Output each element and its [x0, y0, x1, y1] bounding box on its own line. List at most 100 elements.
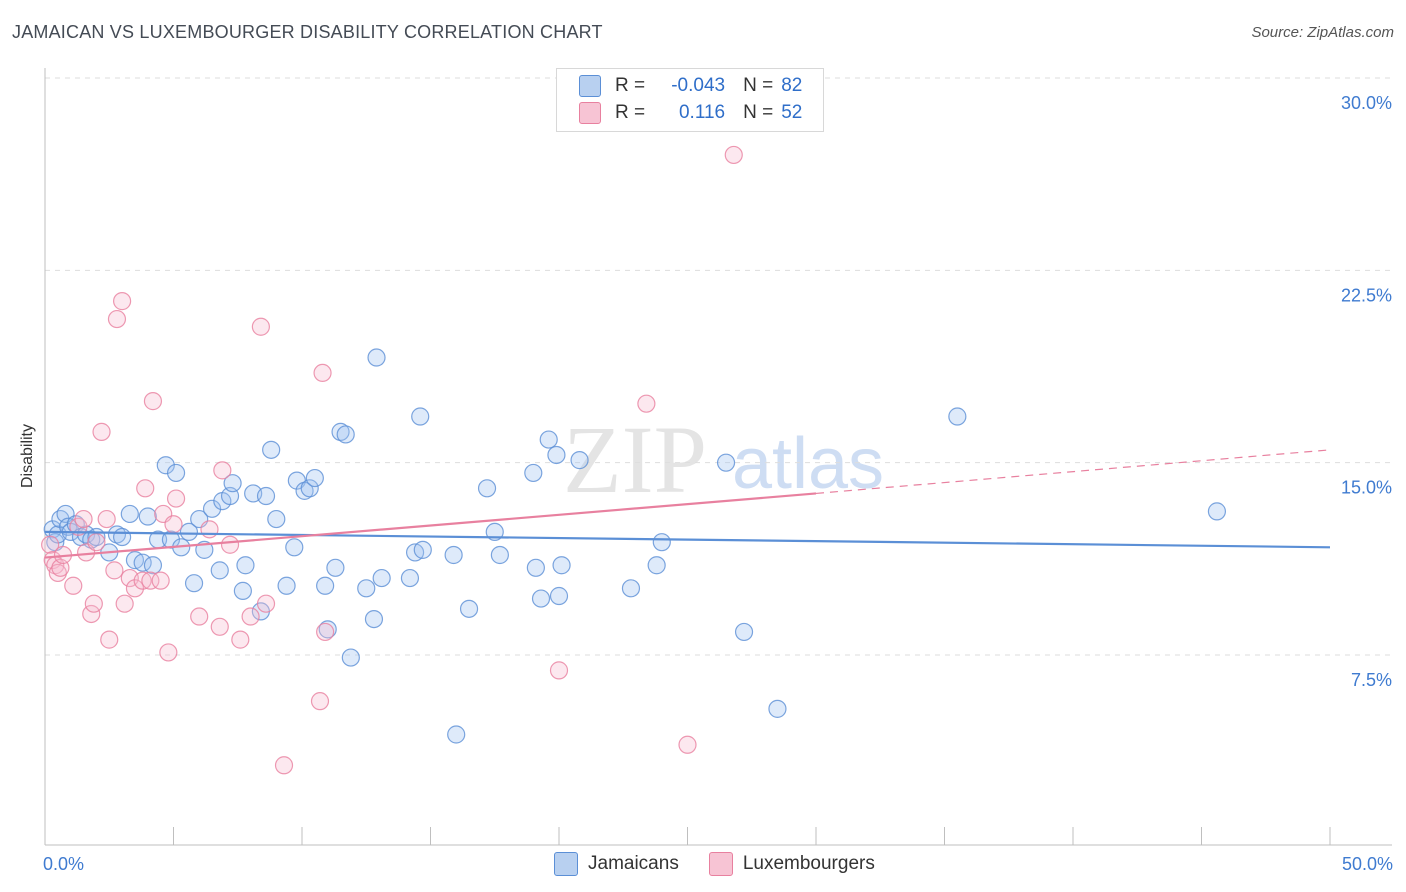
jamaican-point [341, 648, 360, 667]
jamaican-point [331, 422, 350, 441]
luxembourger-point [48, 563, 67, 583]
luxembourger-point [210, 617, 229, 636]
luxembourger-point [151, 571, 170, 590]
correlation-legend: R = -0.043 N = 82 R = 0.116 N = 52 [556, 68, 824, 132]
jamaican-point [318, 620, 337, 639]
luxembourger-point [115, 594, 134, 613]
jamaican-point [647, 556, 666, 575]
luxembourger-point [190, 607, 209, 626]
jamaican-point [621, 579, 641, 598]
luxembourger-point [678, 735, 697, 754]
jamaican-point [112, 527, 132, 547]
jamaican-point [372, 568, 391, 588]
legend-item-luxembourgers: Luxembourgers [708, 852, 875, 876]
n-value: 82 [781, 75, 803, 96]
jamaican-point [524, 463, 543, 483]
jamaican-point [367, 348, 386, 367]
y-axis-label: Disability [19, 423, 36, 489]
luxembourger-point [64, 576, 83, 595]
luxembourger-point [310, 692, 330, 711]
jamaican-point [184, 574, 204, 593]
series-legend: Jamaicans Luxembourgers [554, 852, 905, 876]
jamaican-point [364, 609, 384, 629]
luxembourger-point [220, 535, 240, 554]
luxembourger-point [251, 317, 270, 336]
legend-row-luxembourgers: R = 0.116 N = 52 [579, 100, 802, 126]
luxembourger-point [313, 363, 332, 383]
x-tick-label: 0.0% [43, 854, 84, 874]
legend-item-jamaicans: Jamaicans [554, 852, 679, 876]
jamaican-point [336, 425, 355, 444]
y-tick-label: 30.0% [1341, 93, 1392, 113]
luxembourger-point [166, 489, 186, 508]
jamaican-point [413, 540, 432, 559]
luxembourger-point [141, 571, 160, 590]
jamaican-point [459, 599, 479, 618]
luxembourger-point [200, 520, 219, 539]
jamaican-point [285, 538, 304, 557]
jamaican-point [156, 456, 175, 475]
jamaican-point [326, 558, 345, 577]
jamaican-point [948, 407, 967, 426]
luxembourgers-swatch [579, 102, 601, 124]
jamaican-point [539, 430, 558, 449]
luxembourger-point [159, 643, 178, 662]
jamaican-point [547, 445, 566, 465]
jamaican-point [316, 576, 335, 595]
jamaican-point [305, 468, 324, 488]
luxembourger-point [274, 756, 294, 775]
jamaican-point [357, 579, 376, 598]
jamaican-point [236, 556, 255, 575]
luxembourgers-swatch [708, 852, 733, 876]
luxembourger-point [133, 571, 152, 590]
luxembourger-point [84, 594, 103, 613]
jamaican-point [233, 581, 252, 600]
jamaican-point [202, 499, 222, 518]
jamaican-point [526, 558, 545, 577]
jamaicans-swatch [554, 852, 578, 876]
n-value: 52 [781, 102, 803, 123]
jamaican-point [716, 453, 736, 472]
y-tick-label: 15.0% [1341, 478, 1392, 498]
jamaicans-swatch [579, 75, 601, 97]
legend-label: Luxembourgers [742, 853, 875, 874]
luxembourger-trend-line [44, 492, 817, 559]
r-value: -0.043 [671, 75, 726, 96]
y-tick-label: 7.5% [1351, 670, 1392, 690]
jamaican-point [411, 407, 430, 426]
jamaican-point [210, 561, 229, 580]
luxembourger-point [87, 533, 106, 552]
watermark-zip: ZIP [563, 406, 707, 513]
chart-title: JAMAICAN VS LUXEMBOURGER DISABILITY CORR… [12, 22, 603, 42]
r-value: 0.116 [678, 102, 726, 123]
n-label: N = [743, 102, 774, 123]
x-tick-label: 50.0% [1342, 854, 1393, 874]
jamaican-point [570, 451, 589, 470]
jamaican-point [768, 699, 787, 718]
legend-label: Jamaicans [588, 853, 679, 874]
luxembourger-point [107, 309, 127, 329]
y-tick-label: 22.5% [1341, 285, 1392, 305]
luxembourger-point [41, 535, 60, 554]
luxembourger-point [213, 461, 232, 480]
luxembourger-point [136, 479, 155, 498]
jamaican-point [295, 481, 314, 500]
jamaican-point [444, 545, 463, 565]
luxembourger-point [724, 145, 743, 165]
jamaican-point [223, 474, 242, 493]
luxembourger-point [92, 422, 111, 441]
jamaican-point [166, 463, 186, 483]
jamaican-point [107, 525, 127, 544]
jamaican-point [447, 725, 466, 744]
luxembourger-point [100, 630, 119, 649]
jamaican-point [734, 622, 754, 642]
jamaican-point [1207, 502, 1227, 521]
jamaican-point [277, 576, 296, 595]
luxembourger-point [316, 622, 335, 642]
luxembourger-point [549, 661, 569, 680]
jamaican-point [138, 507, 157, 526]
luxembourger-point [637, 394, 656, 413]
jamaican-point [300, 479, 319, 498]
r-label: R = [615, 102, 646, 123]
